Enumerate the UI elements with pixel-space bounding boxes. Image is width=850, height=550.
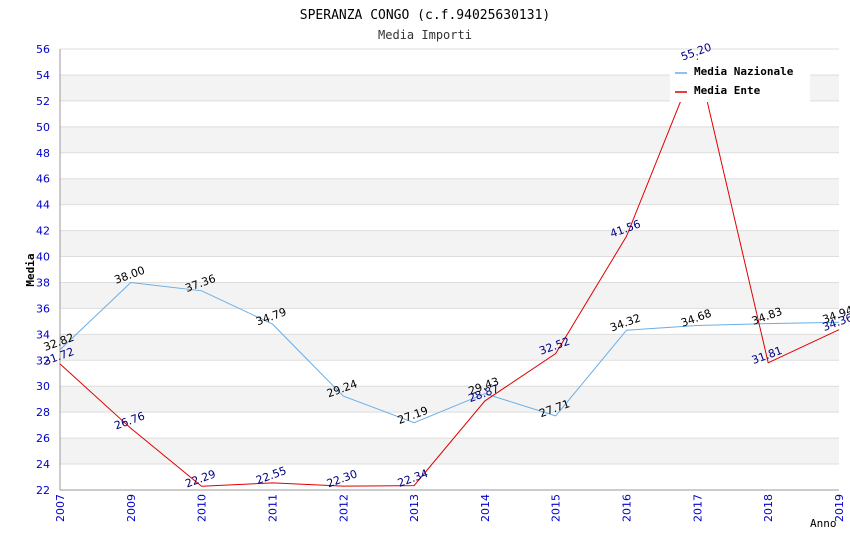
y-tick-label: 38 <box>36 276 50 289</box>
y-tick-label: 30 <box>36 380 50 393</box>
y-tick-label: 42 <box>36 225 50 238</box>
x-tick-label: 2015 <box>550 494 563 522</box>
grid-band <box>60 282 839 309</box>
data-label: 22.30 <box>325 467 359 490</box>
x-tick-label: 2017 <box>691 494 704 522</box>
series-line-media-ente <box>59 57 840 487</box>
grid-band <box>60 126 839 153</box>
y-tick-label: 48 <box>36 147 50 160</box>
grid-band <box>60 334 839 361</box>
y-tick-label: 52 <box>36 95 50 108</box>
legend-label-media-ente: Media Ente <box>694 84 761 97</box>
legend: Media Nazionale Media Ente <box>670 60 810 102</box>
grid-band <box>60 438 839 465</box>
y-tick-labels: 22 24 26 28 30 32 34 36 38 40 42 44 46 48 50 52 54 56 <box>36 43 50 497</box>
y-tick-label: 22 <box>36 484 50 497</box>
series-lines <box>59 57 840 487</box>
x-tick-label: 2016 <box>621 494 634 522</box>
legend-label-media-nazionale: Media Nazionale <box>694 65 794 78</box>
x-tick-label: 2014 <box>479 494 492 522</box>
y-tick-label: 40 <box>36 251 50 264</box>
x-tick-label: 2010 <box>196 494 209 522</box>
x-tick-label: 2007 <box>54 494 67 522</box>
y-tick-label: 26 <box>36 432 50 445</box>
y-axis-title: Media <box>24 253 37 286</box>
grid-band <box>60 178 839 205</box>
grid-band <box>60 230 839 257</box>
legend-box <box>670 60 810 102</box>
y-tick-label: 56 <box>36 43 50 56</box>
chart-title: SPERANZA CONGO (c.f.94025630131) <box>300 8 550 23</box>
x-tick-label: 2012 <box>337 494 350 522</box>
y-tick-label: 32 <box>36 354 50 367</box>
y-tick-label: 34 <box>36 328 50 341</box>
x-axis-title: Anno <box>810 517 837 530</box>
x-tick-label: 2009 <box>125 494 138 522</box>
y-tick-label: 50 <box>36 121 50 134</box>
y-tick-label: 44 <box>36 199 50 212</box>
y-tick-label: 24 <box>36 458 50 471</box>
data-label: 22.29 <box>183 467 217 490</box>
data-label: 26.76 <box>113 409 147 432</box>
x-tick-label: 2018 <box>762 494 775 522</box>
data-label: 34.68 <box>679 307 713 330</box>
gridlines <box>60 48 839 491</box>
y-tick-label: 28 <box>36 406 50 419</box>
x-tick-label: 2013 <box>408 494 421 522</box>
y-tick-label: 36 <box>36 302 50 315</box>
x-tick-label: 2011 <box>266 494 279 522</box>
y-tick-label: 46 <box>36 173 50 186</box>
x-tick-labels: 2007 2009 2010 2011 2012 2013 2014 2015 2016 2017… <box>54 494 846 522</box>
x-tick-label: 2019 <box>833 494 846 522</box>
grid-bands <box>60 74 839 465</box>
data-label: 22.34 <box>396 467 430 490</box>
chart-subtitle: Media Importi <box>378 28 472 42</box>
series-line-media-nazionale <box>59 281 840 424</box>
y-tick-label: 54 <box>36 69 50 82</box>
